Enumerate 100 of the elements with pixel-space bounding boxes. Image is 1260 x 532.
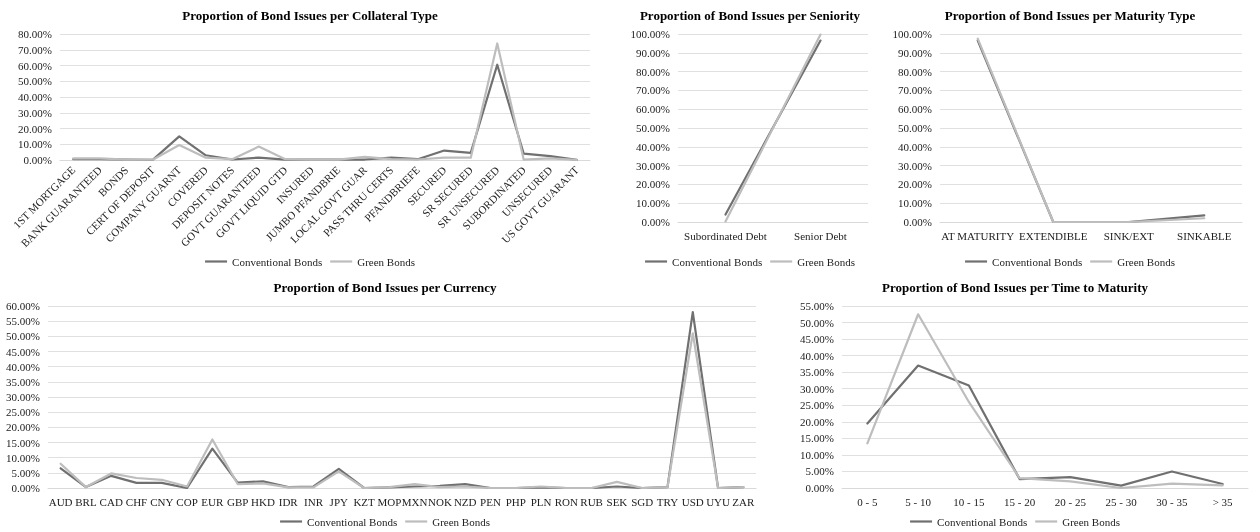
y-tick-label: 15.00% <box>800 432 834 445</box>
x-tick-label: ZAR <box>732 495 756 508</box>
x-tick-label: CAD <box>99 495 123 508</box>
y-tick-label: 60.00% <box>636 103 670 116</box>
y-tick-label: 15.00% <box>6 436 40 449</box>
legend-label: Conventional Bonds <box>307 515 398 528</box>
x-tick-label: KZT <box>353 495 376 508</box>
legend-label: Green Bonds <box>357 255 415 268</box>
x-tick-label: EXTENDIBLE <box>1019 229 1088 242</box>
y-tick-label: 70.00% <box>898 84 932 97</box>
y-tick-label: 25.00% <box>6 406 40 419</box>
y-tick-label: 60.00% <box>898 103 932 116</box>
chart-title: Proportion of Bond Issues per Collateral Type <box>182 8 438 23</box>
y-tick-label: 10.00% <box>6 451 40 464</box>
y-tick-label: 50.00% <box>636 122 670 134</box>
y-tick-label: 100.00% <box>630 28 670 40</box>
chart-title: Proportion of Bond Issues per Maturity Type <box>944 8 1196 23</box>
x-tick-label: 25 - 30 <box>1105 495 1138 508</box>
y-tick-label: 0.00% <box>903 216 932 228</box>
legend-label: Green Bonds <box>432 515 490 528</box>
y-tick-label: 0.00% <box>23 154 52 166</box>
y-tick-label: 80.00% <box>18 28 52 40</box>
y-tick-label: 40.00% <box>6 360 40 373</box>
legend-label: Conventional Bonds <box>232 255 323 268</box>
x-tick-label: SEK <box>606 495 628 508</box>
y-tick-label: 10.00% <box>18 138 52 151</box>
x-tick-label: BRL <box>75 495 97 508</box>
x-tick-label: GBP <box>226 495 249 508</box>
y-tick-label: 5.00% <box>805 465 834 478</box>
y-tick-label: 20.00% <box>18 122 52 135</box>
x-tick-label: MXN <box>401 495 428 508</box>
y-tick-label: 50.00% <box>898 122 932 134</box>
chart-title: Proportion of Bond Issues per Currency <box>273 280 497 295</box>
x-tick-label: UYU <box>706 495 731 508</box>
legend-label: Conventional Bonds <box>937 515 1028 528</box>
x-tick-label: Senior Debt <box>794 229 847 242</box>
x-tick-label: 15 - 20 <box>1004 495 1036 508</box>
x-tick-label: AUD <box>48 495 73 508</box>
y-tick-label: 90.00% <box>898 46 932 59</box>
x-tick-label: 20 - 25 <box>1054 495 1087 508</box>
x-tick-label: NZD <box>453 495 477 508</box>
y-tick-label: 20.00% <box>898 178 932 191</box>
x-tick-label: 10 - 15 <box>953 495 985 508</box>
x-tick-label: MOP <box>377 495 402 508</box>
x-tick-label: RUB <box>580 495 603 508</box>
y-tick-label: 90.00% <box>636 46 670 59</box>
y-tick-label: 30.00% <box>636 159 670 172</box>
x-tick-label: > 35 <box>1212 495 1234 508</box>
x-tick-label: 0 - 5 <box>857 495 878 508</box>
y-tick-label: 50.00% <box>800 316 834 329</box>
legend-label: Green Bonds <box>1062 515 1120 528</box>
x-tick-label: CHF <box>125 495 148 508</box>
y-tick-label: 70.00% <box>18 43 52 56</box>
y-tick-label: 10.00% <box>800 448 834 461</box>
x-tick-label: NOK <box>428 495 452 508</box>
y-tick-label: 35.00% <box>800 366 834 379</box>
y-tick-label: 50.00% <box>6 330 40 343</box>
y-tick-label: 70.00% <box>636 84 670 97</box>
y-tick-label: 45.00% <box>800 333 834 346</box>
y-tick-label: 5.00% <box>11 466 40 479</box>
y-tick-label: 40.00% <box>800 349 834 362</box>
chart-title: Proportion of Bond Issues per Seniority <box>639 8 861 23</box>
y-tick-label: 20.00% <box>800 415 834 428</box>
x-tick-label: COP <box>176 495 198 508</box>
y-tick-label: 20.00% <box>6 421 40 434</box>
legend-label: Green Bonds <box>1117 255 1175 268</box>
y-tick-label: 10.00% <box>636 197 670 210</box>
y-tick-label: 0.00% <box>641 216 670 228</box>
legend-label: Green Bonds <box>797 255 855 268</box>
x-tick-label: TRY <box>656 495 679 508</box>
y-tick-label: 50.00% <box>18 75 52 88</box>
y-tick-label: 20.00% <box>636 178 670 191</box>
y-tick-label: 40.00% <box>18 91 52 103</box>
x-tick-label: CNY <box>150 495 174 508</box>
chart-title: Proportion of Bond Issues per Time to Maturity <box>882 280 1149 295</box>
x-tick-label: EUR <box>201 495 225 508</box>
x-tick-label: SINKABLE <box>1177 229 1232 242</box>
x-tick-label: PHP <box>505 495 526 508</box>
y-tick-label: 30.00% <box>18 106 52 119</box>
x-tick-label: SGD <box>631 495 654 508</box>
x-tick-label: 30 - 35 <box>1156 495 1188 508</box>
x-tick-label: HKD <box>251 495 275 508</box>
y-tick-label: 30.00% <box>800 382 834 395</box>
y-tick-label: 80.00% <box>898 65 932 78</box>
y-tick-label: 45.00% <box>6 345 40 358</box>
y-tick-label: 30.00% <box>6 391 40 403</box>
x-tick-label: Subordinated Debt <box>684 229 767 242</box>
y-tick-label: 10.00% <box>898 197 932 210</box>
x-tick-label: SINK/EXT <box>1103 229 1155 242</box>
y-tick-label: 0.00% <box>805 482 834 494</box>
x-tick-label: JPY <box>329 495 349 508</box>
x-tick-label: RON <box>554 495 579 508</box>
y-tick-label: 100.00% <box>892 28 932 40</box>
legend-label: Conventional Bonds <box>992 255 1083 268</box>
x-tick-label: AT MATURITY <box>941 229 1015 242</box>
x-tick-label: PLN <box>530 495 552 508</box>
x-tick-label: USD <box>681 495 704 508</box>
y-tick-label: 60.00% <box>18 59 52 72</box>
y-tick-label: 30.00% <box>898 159 932 172</box>
y-tick-label: 80.00% <box>636 65 670 78</box>
